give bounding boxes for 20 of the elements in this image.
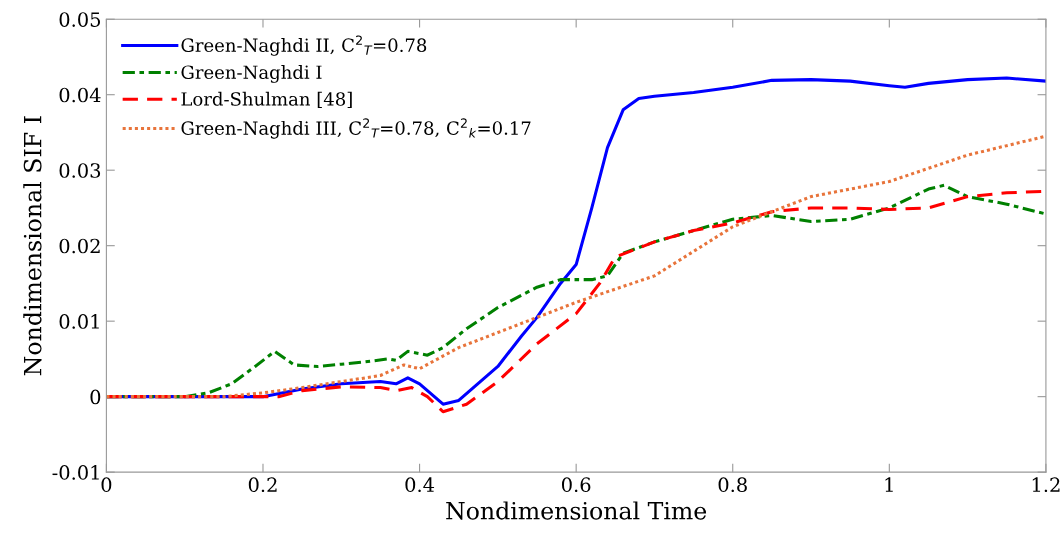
y-tick-label: 0.04 xyxy=(59,87,101,103)
x-tick-label: 0.6 xyxy=(561,477,591,493)
y-tick-label: 0.01 xyxy=(59,314,99,329)
legend-label: Lord-Shulman [48] xyxy=(181,91,352,108)
y-tick-label: -0.01 xyxy=(52,465,99,480)
legend-label: Green-Naghdi I xyxy=(181,65,322,83)
y-axis-title: Nondimensional SIF I xyxy=(23,116,42,376)
x-tick-label: 1 xyxy=(885,477,893,492)
x-tick-label: 0.2 xyxy=(248,477,277,493)
x-tick-label: 1.2 xyxy=(1032,477,1060,493)
y-tick-label: 0.02 xyxy=(59,238,100,254)
legend-label: Green-Naghdi II, C$^{2}$$_{T}$=0.78 xyxy=(181,35,427,56)
legend-label: Green-Naghdi III, C$^{2}$$_{T}$=0.78, C$^{2}$$_{k}$=0.17 xyxy=(181,118,531,139)
y-tick-label: 0.05 xyxy=(59,12,101,27)
y-tick-label: 0 xyxy=(90,389,101,405)
x-tick-label: 0.4 xyxy=(405,477,435,493)
x-tick-label: 0 xyxy=(101,477,112,493)
y-tick-label: 0.03 xyxy=(59,163,101,178)
x-tick-label: 0.8 xyxy=(718,477,747,493)
x-axis-title: Nondimensional Time xyxy=(446,501,707,520)
